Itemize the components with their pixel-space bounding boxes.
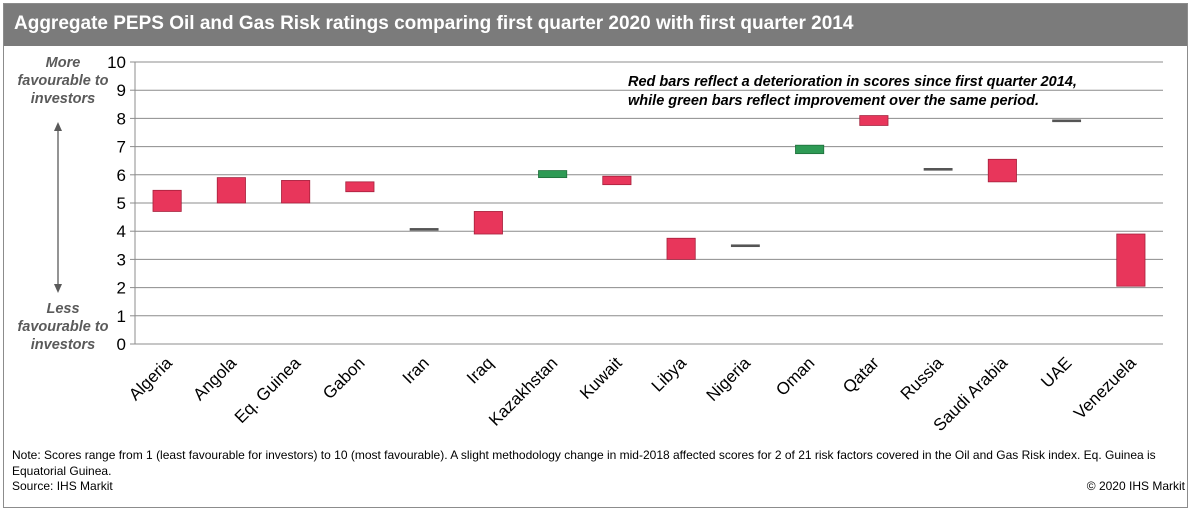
arrow-down-icon [54,284,62,293]
bar-uae [1052,119,1082,123]
bar-qatar [859,115,889,126]
x-tick-label: Oman [772,353,818,399]
x-tick-label: Russia [897,353,948,404]
bar-oman [795,144,825,155]
y-tick-label: 8 [117,109,126,128]
x-tick-label: Algeria [125,353,176,404]
x-tick-label: Nigeria [703,353,755,405]
x-tick-label: Qatar [839,353,883,397]
copyright-text: © 2020 IHS Markit [1086,479,1185,493]
arrow-up-icon [54,122,62,131]
y-tick-label: 4 [117,222,126,241]
bar-kuwait [602,175,632,186]
side-label-more-favourable: More favourable to investors [17,55,109,107]
y-tick-label: 2 [117,279,126,298]
x-tick-label: Libya [648,353,691,396]
x-tick-label: Kuwait [576,353,626,403]
x-tick-label: UAE [1037,353,1075,391]
y-axis-ticks: 0 1 2 3 4 5 6 7 8 9 10 [107,53,126,354]
x-tick-label: Kazakhstan [485,353,561,429]
x-tick-label: Angola [189,353,240,404]
y-tick-label: 0 [117,335,126,354]
x-tick-label: Iran [399,353,433,387]
chart-panel: Aggregate PEPS Oil and Gas Risk ratings … [3,3,1188,508]
bars [152,115,1146,287]
y-tick-label: 9 [117,81,126,100]
y-tick-label: 3 [117,250,126,269]
bar-russia [923,168,953,171]
y-tick-label: 1 [117,307,126,326]
bar-kazakhstan [538,170,568,179]
bar-saudi-arabia [987,158,1017,183]
x-tick-label: Venezuela [1070,353,1140,423]
chart-title: Aggregate PEPS Oil and Gas Risk ratings … [14,13,854,34]
y-tick-label: 7 [117,138,126,157]
y-tick-label: 6 [117,166,126,185]
bar-venezuela [1116,233,1146,287]
y-tick-label: 10 [107,53,126,72]
title-bar: Aggregate PEPS Oil and Gas Risk ratings … [4,4,1187,46]
annotation-line-1: Red bars reflect a deterioration in scor… [628,74,1077,90]
source-text: Source: IHS Markit [12,479,113,493]
bar-angola [216,177,246,204]
bar-gabon [345,181,375,193]
bar-iran [409,228,439,231]
bar-eq-guinea [281,180,311,204]
bar-iraq [473,211,503,235]
bar-libya [666,237,696,260]
annotation-line-2: while green bars reflect improvement ove… [628,93,1039,109]
bar-nigeria [730,244,760,248]
x-tick-label: Gabon [319,353,369,403]
x-tick-label: Iraq [463,353,497,387]
footnote: Note: Scores range from 1 (least favoura… [12,448,1156,478]
side-label-less-favourable: Less favourable to investors [17,301,109,353]
y-tick-label: 5 [117,194,126,213]
x-tick-label: Eq. Guinea [231,353,305,427]
bar-algeria [152,189,182,212]
